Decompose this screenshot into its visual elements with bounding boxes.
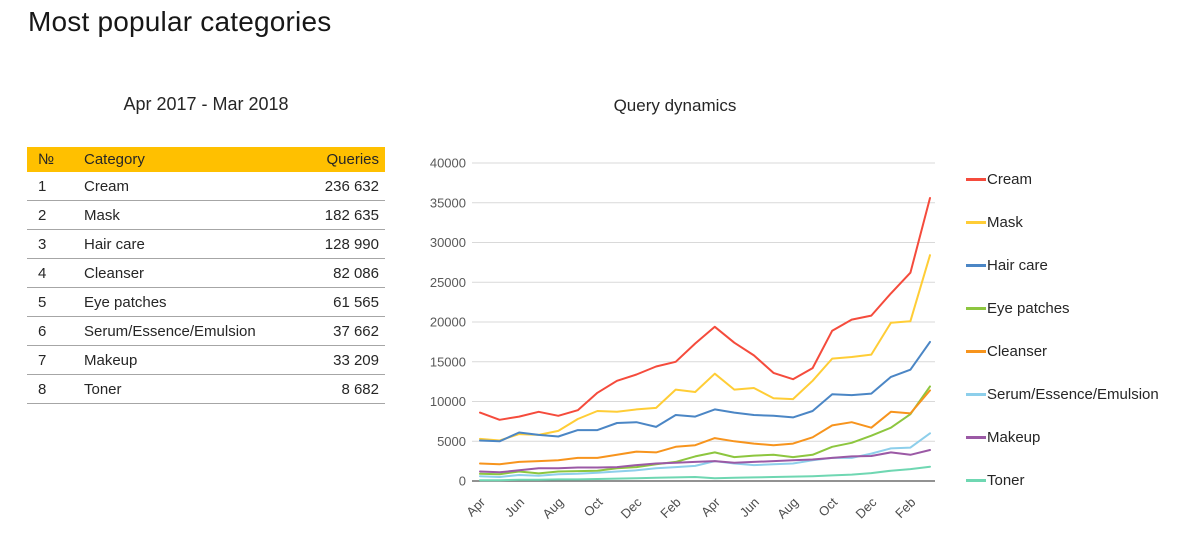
legend-item: Mask xyxy=(966,201,1159,244)
x-tick-label: Aug xyxy=(774,495,801,522)
x-tick-label: Aug xyxy=(539,495,566,522)
row-queries: 82 086 xyxy=(299,259,385,288)
legend-swatch-icon xyxy=(966,479,986,482)
table-row: 3Hair care128 990 xyxy=(27,230,385,259)
query-dynamics-chart: 0 5000 10000 15000 20000 25000 30000 35000 40000… xyxy=(420,135,980,534)
legend-label: Serum/Essence/Emulsion xyxy=(987,386,1159,403)
row-queries: 128 990 xyxy=(299,230,385,259)
legend-item: Toner xyxy=(966,459,1159,502)
x-tick-label: Oct xyxy=(581,494,606,519)
legend-label: Cream xyxy=(987,171,1032,188)
row-category: Cleanser xyxy=(82,259,299,288)
row-queries: 37 662 xyxy=(299,317,385,346)
x-tick-label: Oct xyxy=(815,494,840,519)
y-tick-label: 40000 xyxy=(430,156,466,171)
table-header-row: № Category Queries xyxy=(27,147,385,172)
table-row: 5Eye patches61 565 xyxy=(27,288,385,317)
legend-label: Eye patches xyxy=(987,300,1070,317)
row-queries: 33 209 xyxy=(299,346,385,375)
chart-legend: Cream Mask Hair care Eye patches Cleanser Ser… xyxy=(966,158,1159,502)
table-panel: Apr 2017 - Mar 2018 № Category Queries 1… xyxy=(27,94,385,404)
legend-item: Eye patches xyxy=(966,287,1159,330)
legend-item: Hair care xyxy=(966,244,1159,287)
y-tick-label: 35000 xyxy=(430,195,466,210)
chart-title: Query dynamics xyxy=(475,96,875,116)
y-tick-label: 25000 xyxy=(430,275,466,290)
row-number: 8 xyxy=(27,375,82,404)
categories-table: № Category Queries 1Cream236 6322Mask182… xyxy=(27,147,385,404)
row-number: 4 xyxy=(27,259,82,288)
y-tick-label: 10000 xyxy=(430,394,466,409)
row-number: 6 xyxy=(27,317,82,346)
row-queries: 236 632 xyxy=(299,172,385,201)
x-tick-label: Apr xyxy=(698,494,723,519)
row-number: 3 xyxy=(27,230,82,259)
row-queries: 61 565 xyxy=(299,288,385,317)
row-category: Mask xyxy=(82,201,299,230)
table-row: 1Cream236 632 xyxy=(27,172,385,201)
header-category: Category xyxy=(82,147,299,172)
legend-swatch-icon xyxy=(966,436,986,439)
x-tick-label: Jun xyxy=(502,495,527,520)
row-number: 7 xyxy=(27,346,82,375)
legend-swatch-icon xyxy=(966,264,986,267)
row-number: 2 xyxy=(27,201,82,230)
row-category: Cream xyxy=(82,172,299,201)
row-category: Serum/Essence/Emulsion xyxy=(82,317,299,346)
y-tick-label: 20000 xyxy=(430,315,466,330)
y-tick-label: 0 xyxy=(459,474,466,489)
table-row: 8Toner8 682 xyxy=(27,375,385,404)
series-line-cream xyxy=(480,198,930,420)
table-row: 6Serum/Essence/Emulsion37 662 xyxy=(27,317,385,346)
legend-swatch-icon xyxy=(966,350,986,353)
legend-swatch-icon xyxy=(966,178,986,181)
row-number: 5 xyxy=(27,288,82,317)
header-number: № xyxy=(27,147,82,172)
table-subtitle: Apr 2017 - Mar 2018 xyxy=(27,94,385,115)
legend-label: Toner xyxy=(987,472,1025,489)
y-tick-label: 5000 xyxy=(437,434,466,449)
legend-item: Cream xyxy=(966,158,1159,201)
row-queries: 182 635 xyxy=(299,201,385,230)
legend-swatch-icon xyxy=(966,221,986,224)
series-line-hair-care xyxy=(480,342,930,441)
x-tick-label: Jun xyxy=(737,495,762,520)
legend-label: Makeup xyxy=(987,429,1040,446)
row-category: Eye patches xyxy=(82,288,299,317)
header-queries: Queries xyxy=(299,147,385,172)
legend-label: Hair care xyxy=(987,257,1048,274)
legend-item: Serum/Essence/Emulsion xyxy=(966,373,1159,416)
legend-swatch-icon xyxy=(966,307,986,310)
page-title: Most popular categories xyxy=(28,6,331,38)
row-number: 1 xyxy=(27,172,82,201)
legend-label: Cleanser xyxy=(987,343,1047,360)
x-tick-label: Dec xyxy=(852,494,879,521)
table-row: 4Cleanser82 086 xyxy=(27,259,385,288)
x-tick-label: Feb xyxy=(657,495,683,521)
table-row: 2Mask182 635 xyxy=(27,201,385,230)
y-tick-label: 15000 xyxy=(430,354,466,369)
row-category: Toner xyxy=(82,375,299,404)
legend-swatch-icon xyxy=(966,393,986,396)
x-tick-label: Dec xyxy=(618,494,645,521)
row-queries: 8 682 xyxy=(299,375,385,404)
y-tick-label: 30000 xyxy=(430,235,466,250)
row-category: Makeup xyxy=(82,346,299,375)
table-row: 7Makeup33 209 xyxy=(27,346,385,375)
legend-item: Cleanser xyxy=(966,330,1159,373)
x-tick-label: Feb xyxy=(892,495,918,521)
legend-item: Makeup xyxy=(966,416,1159,459)
x-tick-label: Apr xyxy=(463,494,488,519)
legend-label: Mask xyxy=(987,214,1023,231)
row-category: Hair care xyxy=(82,230,299,259)
